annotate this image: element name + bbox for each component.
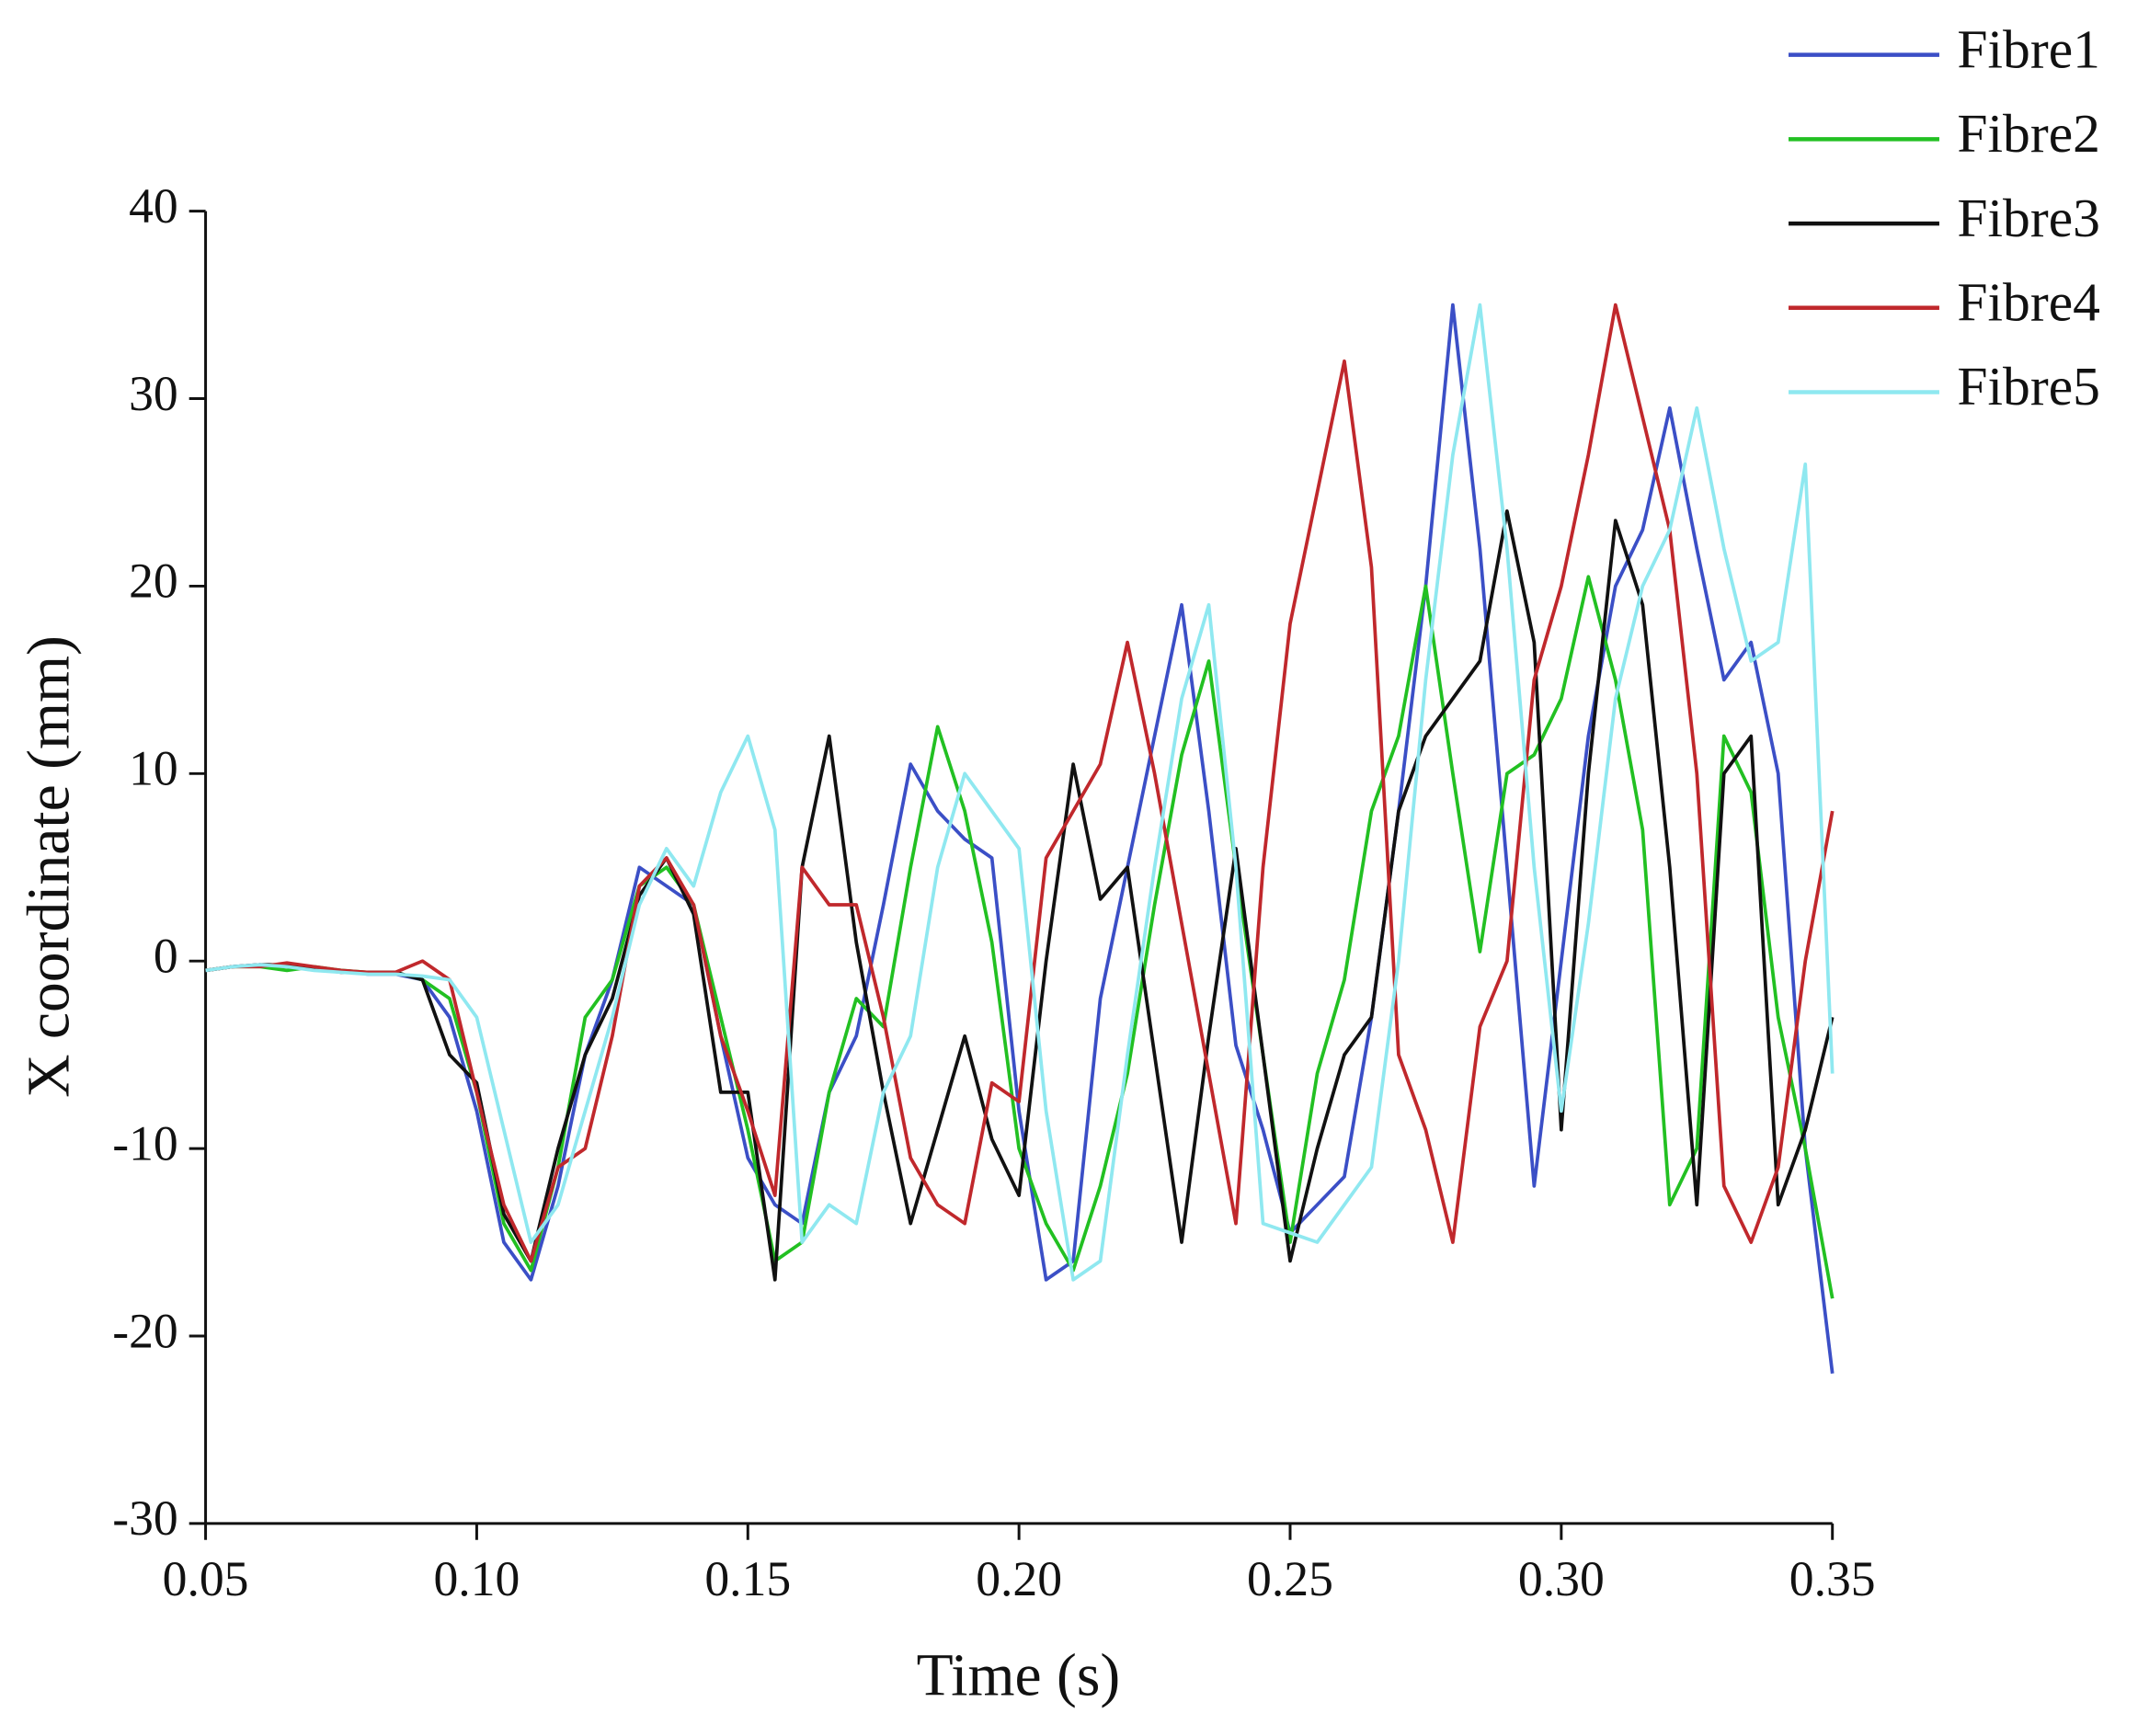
y-tick-label: 0 — [154, 928, 178, 983]
legend-label: Fibre5 — [1957, 356, 2100, 417]
x-tick-label: 0.25 — [1247, 1551, 1333, 1606]
legend-label: Fibre4 — [1957, 271, 2100, 332]
x-tick-label: 0.05 — [163, 1551, 249, 1606]
x-tick-label: 0.30 — [1518, 1551, 1605, 1606]
data-line — [205, 303, 1835, 1374]
x-tick-label: 0.10 — [433, 1551, 520, 1606]
y-tick-label: -20 — [112, 1303, 178, 1358]
y-tick-label: -30 — [112, 1490, 178, 1546]
y-tick-label: -10 — [112, 1115, 178, 1171]
y-tick-label: 30 — [129, 366, 178, 421]
x-axis-label: Time (s) — [917, 1642, 1121, 1708]
x-tick-label: 0.20 — [976, 1551, 1062, 1606]
data-line — [205, 303, 1835, 1263]
x-tick-label: 0.15 — [704, 1551, 791, 1606]
y-tick-label: 10 — [129, 741, 178, 796]
legend-label: Fibre1 — [1957, 18, 2100, 79]
y-axis-label: X coordinate (mm) — [17, 635, 83, 1098]
x-tick-label: 0.35 — [1789, 1551, 1876, 1606]
legend-label: Fibre2 — [1957, 103, 2100, 164]
y-tick-label: 40 — [129, 178, 178, 234]
y-tick-label: 20 — [129, 554, 178, 609]
legend-label: Fibre3 — [1957, 188, 2100, 248]
data-line — [205, 303, 1835, 1282]
data-line — [205, 509, 1835, 1282]
